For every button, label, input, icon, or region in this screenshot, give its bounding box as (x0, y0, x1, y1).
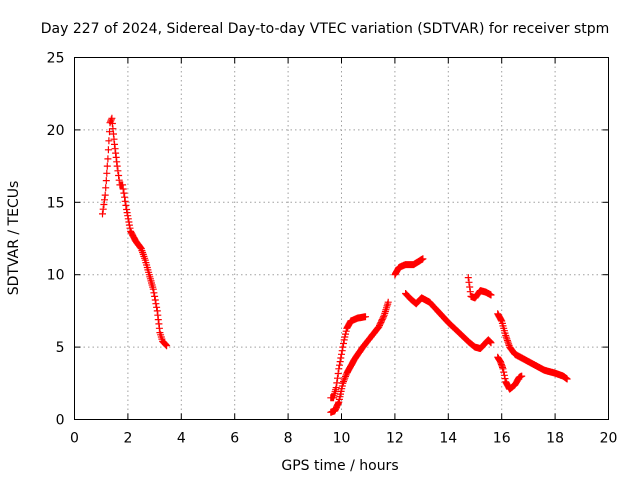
x-tick-label: 16 (493, 431, 511, 447)
data-series (99, 114, 571, 416)
y-tick-label: 0 (56, 413, 65, 429)
plus-marker-trace (494, 353, 526, 393)
series-arc8 (494, 310, 571, 383)
series-arc2 (327, 313, 369, 402)
plus-marker-trace (99, 114, 171, 350)
series-arc3 (327, 298, 392, 416)
x-tick-label: 8 (284, 431, 293, 447)
series-arc1 (99, 114, 171, 350)
plus-marker-trace (327, 313, 369, 402)
y-tick-label: 10 (47, 268, 65, 284)
x-tick-label: 10 (333, 431, 351, 447)
x-tick-label: 0 (70, 431, 79, 447)
series-arc7 (494, 353, 526, 393)
x-tick-label: 4 (177, 431, 186, 447)
x-tick-label: 2 (123, 431, 132, 447)
y-tick-label: 5 (56, 340, 65, 356)
axis-ticks: 0 2 4 6 8 10 12 14 16 18 20 0 5 10 15 20 25 (47, 51, 618, 447)
x-axis-label: GPS time / hours (281, 458, 398, 474)
plus-marker-trace (402, 290, 495, 352)
y-tick-label: 20 (47, 123, 65, 139)
x-tick-label: 18 (546, 431, 564, 447)
plus-marker-trace (327, 298, 392, 416)
x-tick-label: 20 (600, 431, 618, 447)
plus-marker-trace (494, 310, 571, 383)
x-tick-label: 14 (439, 431, 457, 447)
plus-marker-trace (464, 274, 495, 302)
y-tick-label: 25 (47, 51, 65, 67)
plus-marker-trace (391, 255, 427, 279)
series-arc6 (464, 274, 495, 302)
x-tick-label: 12 (386, 431, 404, 447)
y-tick-label: 15 (47, 195, 65, 211)
x-tick-label: 6 (230, 431, 239, 447)
series-arc5 (402, 290, 495, 352)
y-axis-label: SDTVAR / TECUs (6, 181, 22, 296)
series-arc4 (391, 255, 427, 279)
chart-title: Day 227 of 2024, Sidereal Day-to-day VTE… (41, 21, 610, 37)
